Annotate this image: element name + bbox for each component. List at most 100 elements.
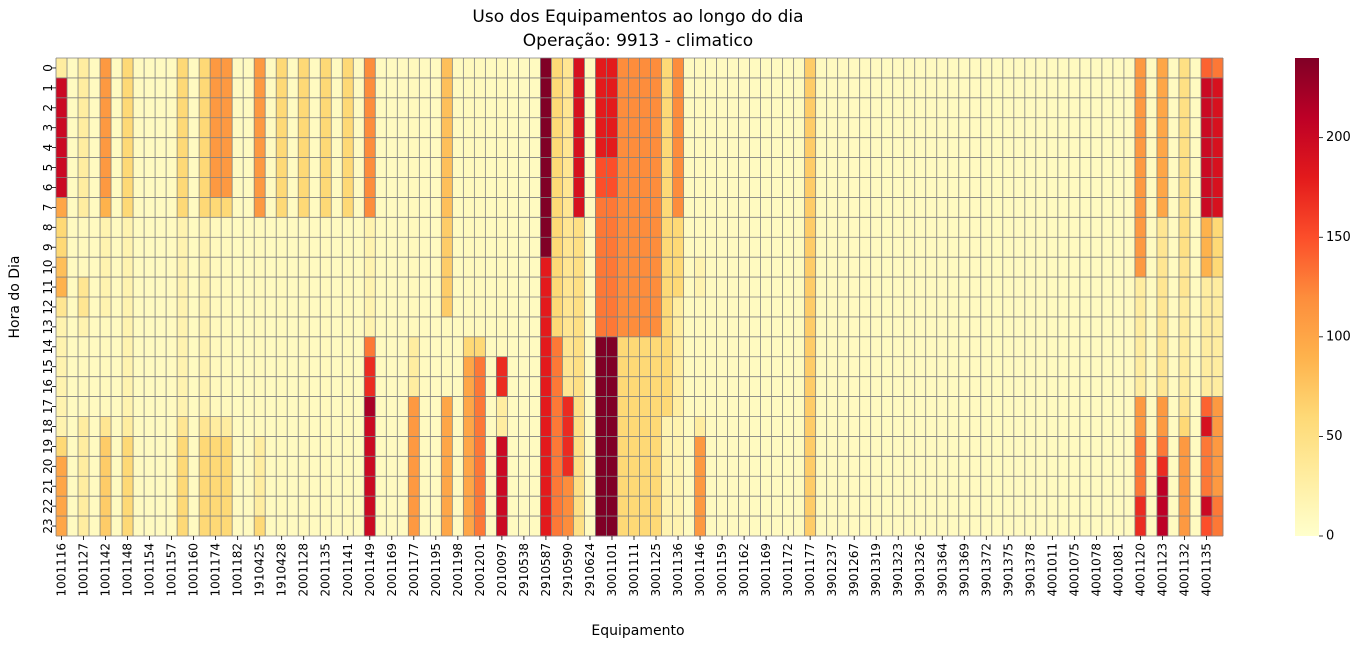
- heatmap-cells: [56, 58, 1224, 537]
- heatmap-cell: [573, 237, 585, 258]
- heatmap-cell: [331, 336, 343, 358]
- heatmap-cell: [144, 137, 156, 158]
- heatmap-cell: [122, 58, 134, 79]
- heatmap-cell: [1002, 77, 1015, 99]
- heatmap-cell: [639, 336, 651, 358]
- heatmap-cell: [650, 177, 662, 198]
- heatmap-cell: [342, 137, 354, 158]
- heatmap-cell: [540, 257, 552, 278]
- heatmap-cell: [936, 137, 949, 158]
- heatmap-cell: [155, 257, 167, 278]
- heatmap-cell: [738, 356, 750, 377]
- heatmap-cell: [67, 396, 79, 417]
- heatmap-cell: [1167, 277, 1180, 298]
- heatmap-cell: [738, 436, 750, 457]
- heatmap-cell: [331, 237, 343, 258]
- heatmap-cell: [716, 177, 728, 198]
- heatmap-cell: [793, 356, 805, 377]
- heatmap-cell: [760, 516, 772, 537]
- heatmap-cell: [749, 58, 761, 79]
- heatmap-cell: [397, 516, 409, 537]
- heatmap-cell: [144, 217, 156, 238]
- heatmap-cell: [650, 416, 662, 437]
- heatmap-cell: [1134, 516, 1147, 537]
- heatmap-cell: [1123, 257, 1136, 278]
- heatmap-cell: [881, 197, 894, 218]
- heatmap-cell: [870, 277, 883, 298]
- heatmap-cell: [243, 436, 255, 457]
- heatmap-cell: [1123, 476, 1136, 497]
- heatmap-cell: [122, 376, 134, 397]
- heatmap-cell: [584, 336, 596, 358]
- heatmap-cell: [133, 197, 145, 218]
- x-tick-label: 3001125: [649, 543, 663, 596]
- heatmap-cell: [771, 496, 783, 517]
- heatmap-cell: [210, 396, 222, 417]
- heatmap-cell: [562, 97, 574, 119]
- heatmap-cell: [848, 58, 860, 79]
- heatmap-cell: [628, 137, 640, 158]
- heatmap-cell: [815, 237, 827, 258]
- heatmap-cell: [914, 217, 927, 238]
- heatmap-cell: [936, 157, 949, 178]
- heatmap-cell: [749, 336, 761, 358]
- heatmap-cell: [870, 356, 883, 377]
- heatmap-cell: [848, 476, 860, 497]
- heatmap-cell: [1101, 496, 1114, 517]
- heatmap-cell: [265, 197, 277, 218]
- heatmap-cell: [1145, 77, 1158, 99]
- heatmap-cell: [89, 237, 101, 258]
- heatmap-cell: [243, 177, 255, 198]
- heatmap-cell: [265, 237, 277, 258]
- heatmap-cell: [859, 197, 871, 218]
- heatmap-cell: [166, 277, 178, 298]
- heatmap-cell: [177, 336, 189, 358]
- heatmap-cell: [1123, 356, 1136, 377]
- x-tick-label: 3901323: [891, 543, 905, 596]
- heatmap-cell: [837, 257, 849, 278]
- heatmap-cell: [177, 376, 189, 397]
- heatmap-cell: [287, 476, 299, 497]
- heatmap-cell: [848, 297, 860, 318]
- x-tick-label: 2001198: [451, 543, 465, 596]
- heatmap-cell: [606, 117, 618, 138]
- heatmap-cell: [936, 197, 949, 218]
- colorbar-tick-label: 200: [1326, 130, 1351, 145]
- heatmap-cell: [507, 297, 519, 318]
- heatmap-cell: [694, 197, 706, 218]
- heatmap-cell: [474, 277, 486, 298]
- heatmap-cell: [265, 356, 277, 377]
- heatmap-cell: [364, 436, 376, 457]
- heatmap-cell: [1145, 516, 1158, 537]
- x-tick-label: 2001141: [341, 543, 355, 596]
- heatmap-cell: [903, 237, 916, 258]
- heatmap-cell: [529, 396, 541, 417]
- heatmap-cell: [529, 316, 541, 338]
- heatmap-cell: [375, 316, 387, 338]
- x-tick-labels: 1001116 1001127 1001142 1001148 1001154 10011…: [55, 536, 1213, 596]
- heatmap-cell: [595, 496, 607, 517]
- heatmap-cell: [980, 436, 993, 457]
- heatmap-cell: [969, 516, 982, 537]
- heatmap-cell: [1013, 177, 1026, 198]
- heatmap-cell: [848, 416, 860, 437]
- heatmap-cell: [353, 117, 365, 138]
- heatmap-cell: [606, 396, 618, 417]
- heatmap-cell: [793, 316, 805, 338]
- heatmap-cell: [452, 217, 464, 238]
- heatmap-cell: [1178, 157, 1191, 178]
- heatmap-cell: [980, 336, 993, 358]
- heatmap-cell: [287, 137, 299, 158]
- heatmap-cell: [243, 277, 255, 298]
- heatmap-cell: [155, 376, 167, 397]
- heatmap-cell: [309, 117, 321, 138]
- heatmap-cell: [496, 157, 508, 178]
- heatmap-cell: [639, 97, 651, 119]
- heatmap-cell: [353, 416, 365, 437]
- heatmap-cell: [639, 77, 651, 99]
- heatmap-cell: [331, 157, 343, 178]
- heatmap-cell: [1167, 496, 1180, 517]
- heatmap-cell: [1167, 416, 1180, 437]
- heatmap-cell: [1178, 197, 1191, 218]
- heatmap-cell: [815, 77, 827, 99]
